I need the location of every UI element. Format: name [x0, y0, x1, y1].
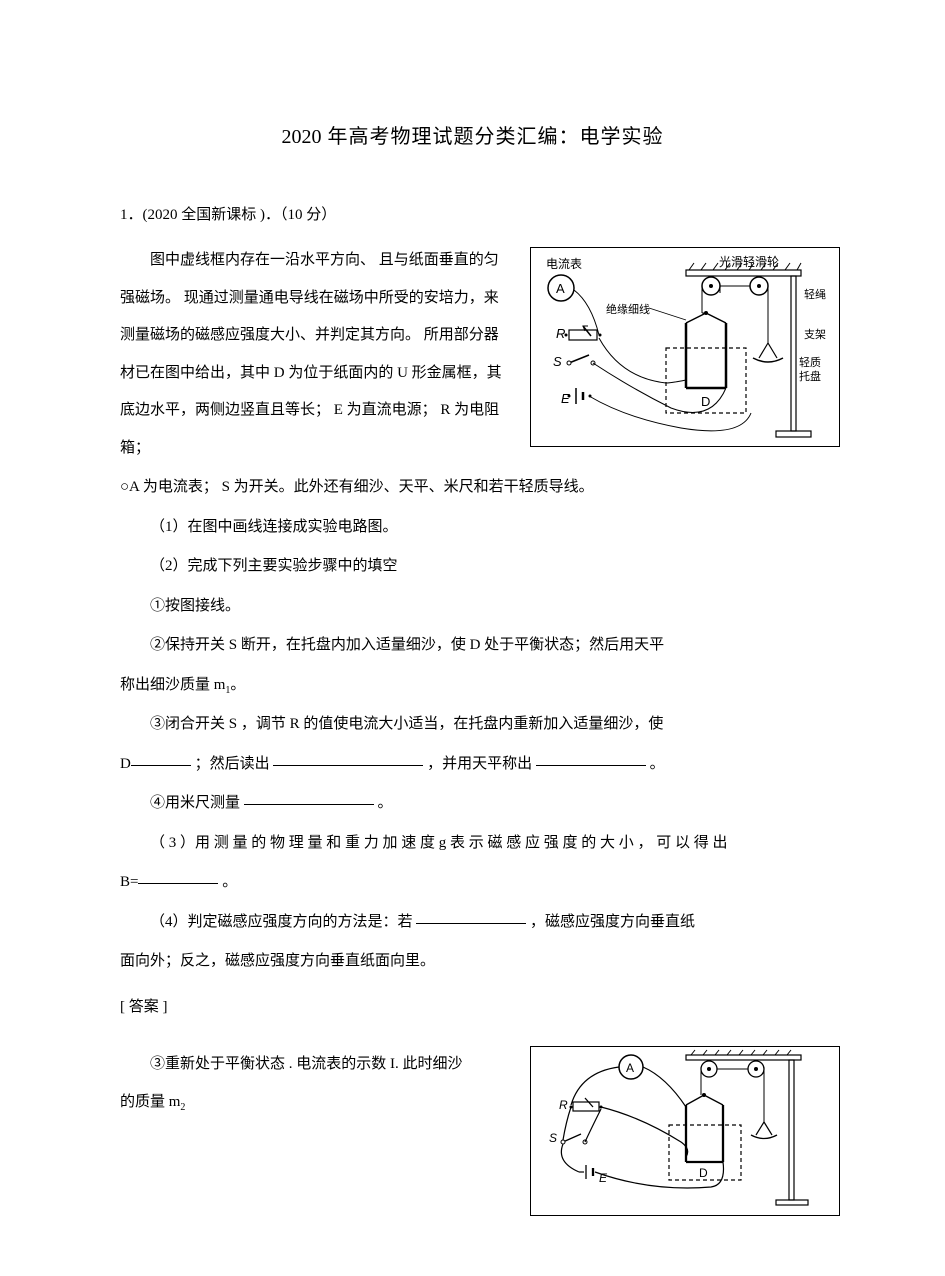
rope-label: 轻绳: [804, 287, 826, 301]
intro-part2: ○A 为电流表； S 为开关。此外还有细沙、天平、米尺和若干轻质导线。: [120, 469, 825, 507]
bracket-label: 支架: [804, 328, 826, 341]
step-2-line-a: ②保持开关 S 断开，在托盘内加入适量细沙，使 D 处于平衡状态；然后用天平: [120, 627, 825, 665]
vertical-bar: [791, 276, 796, 431]
E-label: E: [561, 391, 570, 406]
S-label-2: S: [549, 1131, 557, 1145]
R-label-2: R: [559, 1098, 568, 1112]
blank-2: [273, 751, 423, 766]
answer-section: ③重新处于平衡状态 . 电流表的示数 I. 此时细沙 的质量 m2 A: [120, 1046, 825, 1216]
title-rest: 年高考物理试题分类汇编：电学实验: [322, 126, 664, 148]
step-4: ④用米尺测量 。: [120, 785, 825, 823]
ans-3-a: ③重新处于平衡状态 . 电流表的示数 I. 此时细沙: [120, 1046, 505, 1084]
blank-5: [138, 869, 218, 884]
ans-3-b-wrap: 的质量 m2: [120, 1084, 505, 1122]
ans-3-sub: 2: [180, 1102, 185, 1113]
A-label-2: A: [626, 1061, 634, 1075]
figure-1-circuit-diagram: 电流表 光滑轻滑轮 轻绳 绝缘细线 支架 轻质 托盘 A: [530, 247, 840, 447]
step-4-text: ④用米尺测量: [150, 795, 244, 811]
ammeter-label: 电流表: [546, 257, 582, 271]
switch-arm: [569, 355, 589, 363]
step-4-end: 。: [374, 795, 393, 811]
tray-shape: [753, 358, 783, 362]
pulley-label: 光滑轻滑轮: [719, 255, 779, 269]
sub-q3-end: 。: [218, 874, 237, 890]
blank-6: [416, 909, 526, 924]
sub-q2: （2）完成下列主要实验步骤中的填空: [120, 548, 825, 586]
figure-2-answer-circuit: A: [530, 1046, 840, 1216]
S-label: S: [553, 354, 562, 369]
intro-with-figure: 图中虚线框内存在一沿水平方向、 且与纸面垂直的匀强磁场。 现通过测量通电导线在磁…: [120, 242, 825, 467]
sub-q3-a: （ 3 ）用 测 量 的 物 理 量 和 重 力 加 速 度 g 表 示 磁 感…: [120, 825, 825, 863]
sub-q3-B: B=: [120, 874, 138, 890]
step-3-D: D: [120, 756, 131, 772]
question-header: 1．(2020 全国新课标 )．（10 分）: [120, 199, 825, 232]
blank-3: [536, 751, 646, 766]
insulation-label: 绝缘细线: [606, 302, 650, 316]
sub-q4-b: 面向外；反之，磁感应强度方向垂直纸面向里。: [120, 943, 825, 981]
step-2-text: 称出细沙质量 m: [120, 677, 225, 693]
step-3-line-a: ③闭合开关 S ，调节 R 的值使电流大小适当，在托盘内重新加入适量细沙，使: [120, 706, 825, 744]
answer-circuit-svg: A: [531, 1047, 839, 1215]
blank-1: [131, 751, 191, 766]
answer-label: [ 答案 ]: [120, 989, 825, 1027]
support-beam: [686, 270, 801, 276]
sub-q4-text-a: （4）判定磁感应强度方向的方法是：若: [150, 914, 416, 930]
step-3-mid: ；然后读出: [191, 756, 274, 772]
sub-q1: （1）在图中画线连接成实验电路图。: [120, 509, 825, 547]
D-label-2: D: [699, 1166, 708, 1180]
sub-q4-a: （4）判定磁感应强度方向的方法是：若 ，磁感应强度方向垂直纸: [120, 904, 825, 942]
tray-label-1: 轻质: [799, 355, 821, 369]
step-2-line-b: 称出细沙质量 m1。: [120, 667, 825, 705]
tray-label-2: 托盘: [799, 369, 821, 383]
sub-q4-mid: ，磁感应强度方向垂直纸: [526, 914, 695, 930]
circuit-diagram-svg: 电流表 光滑轻滑轮 轻绳 绝缘细线 支架 轻质 托盘 A: [531, 248, 839, 446]
step-3-line-b: D ；然后读出 ，并用天平称出 。: [120, 746, 825, 784]
step-1: ①按图接线。: [120, 588, 825, 626]
ans-3-b: 的质量 m: [120, 1094, 180, 1110]
title-year: 2020: [282, 126, 322, 148]
step-2-end: 。: [230, 677, 245, 693]
step-3-mid2: ，并用天平称出: [423, 756, 536, 772]
resistor-box: [569, 330, 597, 340]
page-title: 2020 年高考物理试题分类汇编：电学实验: [120, 120, 825, 149]
answer-left: ③重新处于平衡状态 . 电流表的示数 I. 此时细沙 的质量 m2: [120, 1046, 505, 1121]
intro-left: 图中虚线框内存在一沿水平方向、 且与纸面垂直的匀强磁场。 现通过测量通电导线在磁…: [120, 242, 505, 467]
ammeter-A: A: [556, 281, 565, 296]
step-3-end: 。: [646, 756, 665, 772]
E-label-2: E: [599, 1171, 608, 1185]
sub-q3-b: B= 。: [120, 864, 825, 902]
R-label: R: [556, 326, 565, 341]
blank-4: [244, 790, 374, 805]
D-label: D: [701, 394, 710, 409]
content-wrapper: 图中虚线框内存在一沿水平方向、 且与纸面垂直的匀强磁场。 现通过测量通电导线在磁…: [120, 242, 825, 1216]
step-2-sub: 1: [225, 685, 230, 696]
